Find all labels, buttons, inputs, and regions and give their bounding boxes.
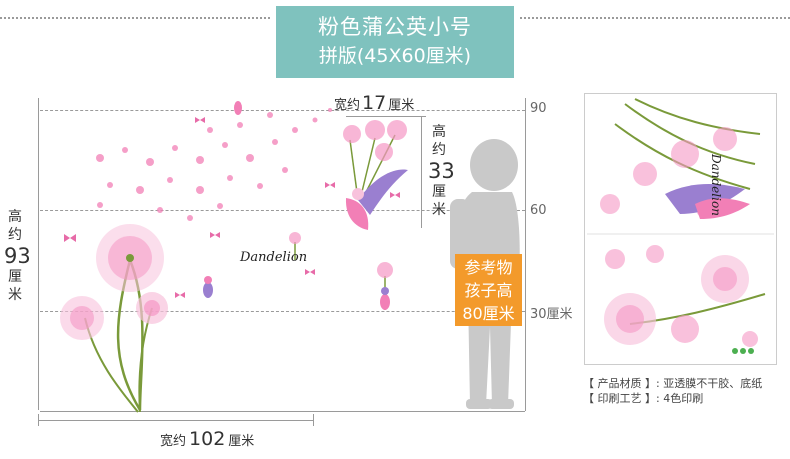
decal-logo-text: Dandelion — [240, 250, 308, 265]
scale-tick-30: 30厘米 — [530, 307, 573, 322]
spec-material: 【 产品材质 】: 亚透膜不干胶、底纸 — [583, 377, 763, 390]
bottom-width-tick-left — [38, 414, 39, 426]
fairy-width-label: 宽约 17 厘米 — [334, 92, 415, 114]
title-banner: 粉色蒲公英小号 拼版(45X60厘米) — [276, 6, 514, 78]
child-note-line-3: 80厘米 — [462, 304, 515, 323]
product-logo-text: Dandelion — [709, 154, 723, 216]
spec-printing: 【 印刷工艺 】: 4色印刷 — [583, 392, 704, 405]
bottom-width-tick-right — [313, 414, 314, 426]
scale-line-90 — [40, 110, 525, 111]
child-reference-note: 参考物 孩子高 80厘米 — [455, 254, 522, 326]
dandelion-decal-illustration — [60, 101, 408, 413]
right-scale-line — [525, 98, 526, 411]
left-height-line — [38, 98, 39, 410]
product-sheet-illustration — [587, 98, 774, 354]
scale-tick-60: 60 — [530, 203, 547, 218]
scale-tick-90: 90 — [530, 101, 547, 116]
scale-line-30 — [40, 311, 525, 312]
product-sheet-preview: Dandelion — [584, 93, 777, 365]
title-line-1: 粉色蒲公英小号 — [318, 15, 472, 39]
fairy-width-line — [346, 116, 426, 117]
child-note-line-2: 孩子高 — [464, 281, 513, 300]
total-width-label: 宽约 102 厘米 — [160, 428, 255, 450]
total-height-label: 高 约 93 厘 米 — [4, 209, 31, 303]
child-note-line-1: 参考物 — [464, 258, 513, 277]
ground-line — [40, 411, 525, 412]
fairy-height-line — [421, 116, 422, 228]
title-line-2: 拼版(45X60厘米) — [318, 45, 472, 67]
header-divider-right — [520, 17, 790, 19]
scale-line-60 — [40, 210, 525, 211]
header-divider-left — [0, 17, 270, 19]
bottom-width-line — [38, 420, 314, 421]
